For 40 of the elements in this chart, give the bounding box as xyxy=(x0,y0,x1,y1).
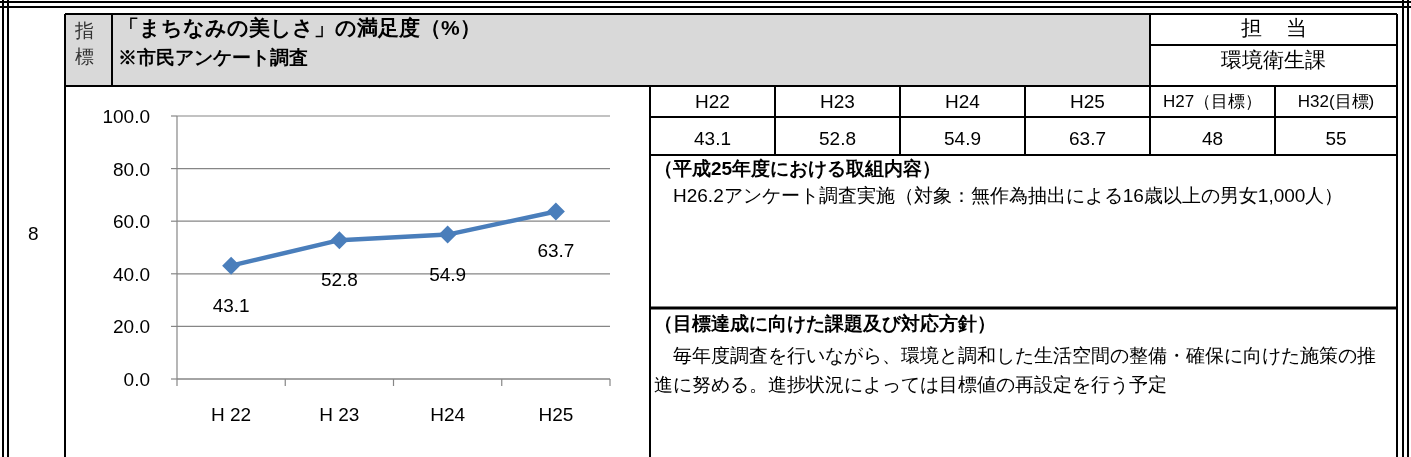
text: H24 xyxy=(944,90,981,114)
text: H25 xyxy=(1069,90,1106,114)
text: 43.1 xyxy=(693,127,732,151)
data-label: 63.7 xyxy=(537,240,575,262)
text: 55 xyxy=(1324,127,1348,151)
text: 8 xyxy=(28,222,39,246)
x-tick-label: H 23 xyxy=(319,404,360,425)
chart-subtitle: ※市民アンケート調査 xyxy=(118,46,308,70)
point xyxy=(330,231,349,250)
text: H26.2アンケート調査実施（対象：無作為抽出による16歳以上の男女1,000人） xyxy=(672,184,1345,208)
point xyxy=(222,256,241,275)
y-tick-label: 40.0 xyxy=(113,263,150,285)
point xyxy=(438,225,457,244)
y-tick-label: 100.0 xyxy=(102,106,150,127)
data-label: 52.8 xyxy=(320,269,358,291)
text: 54.9 xyxy=(943,127,982,151)
y-tick-label: 60.0 xyxy=(113,211,150,233)
text: H32(目標) xyxy=(1296,91,1376,113)
y-tick-label: 20.0 xyxy=(113,316,150,338)
text: 63.7 xyxy=(1068,127,1107,151)
point xyxy=(546,202,565,221)
text: H27（目標） xyxy=(1161,91,1264,113)
chart-title: 「まちなみの美しさ」の満足度（%） xyxy=(118,16,481,40)
text: H23 xyxy=(819,90,856,114)
text: 毎年度調査を行いながら、環境と調和した生活空間の整備・確保に向けた施策の推進に努める。進捗状況によっては目標値の再設定を行う予定 xyxy=(654,344,1377,397)
x-tick-label: H25 xyxy=(538,404,574,425)
text: H22 xyxy=(694,90,731,114)
text: 指標 xyxy=(75,19,95,69)
x-tick-label: H24 xyxy=(430,404,466,425)
y-tick-label: 80.0 xyxy=(113,158,150,180)
text: 担当 xyxy=(1239,16,1332,40)
text: 48 xyxy=(1200,127,1225,151)
x-tick-label: H 22 xyxy=(211,404,252,425)
y-tick-label: 0.0 xyxy=(123,369,150,390)
text: （平成25年度における取組内容） xyxy=(654,157,942,181)
data-label: 54.9 xyxy=(429,263,467,285)
text: 52.8 xyxy=(818,127,857,151)
text: （目標達成に向けた課題及び対応方針） xyxy=(654,312,996,336)
text: 環境衛生課 xyxy=(1220,48,1327,72)
data-label: 43.1 xyxy=(212,294,250,316)
